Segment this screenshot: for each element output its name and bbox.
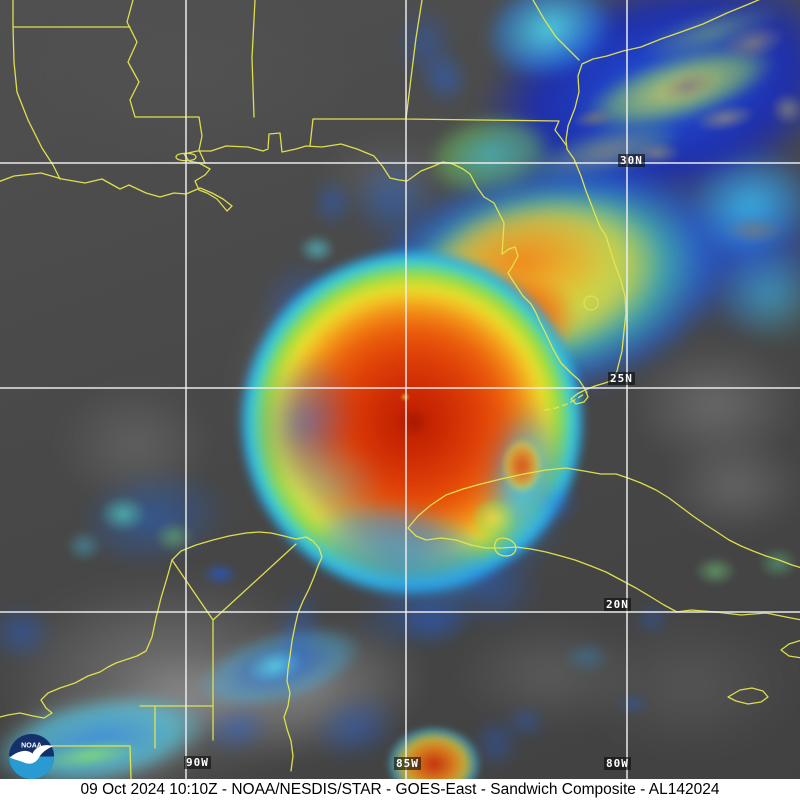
gridline-85w <box>405 0 407 779</box>
coastline-hispaniola <box>780 639 800 659</box>
lon-label-85w: 85W <box>394 757 421 770</box>
lake-okeechobee <box>583 295 599 311</box>
lon-label-80w: 80W <box>604 757 631 770</box>
florida-keys <box>544 391 588 411</box>
noaa-bird-icon <box>9 745 54 764</box>
caption-bar: 09 Oct 2024 10:10Z - NOAA/NESDIS/STAR - … <box>0 779 800 800</box>
lat-label-20n: 20N <box>604 598 631 611</box>
gridline-30n <box>0 162 800 164</box>
noaa-logo: NOAA <box>8 733 55 780</box>
gridline-90w <box>185 0 187 779</box>
gridline-20n <box>0 611 800 613</box>
noaa-logo-text: NOAA <box>21 743 42 750</box>
lon-label-90w: 90W <box>184 756 211 769</box>
lake-pontchartrain <box>175 152 197 162</box>
gridline-25n <box>0 387 800 389</box>
coastline-jamaica <box>727 687 769 705</box>
cloud-imagery-layer <box>0 0 800 779</box>
coastline-yucatan <box>0 531 323 772</box>
lat-label-30n: 30N <box>618 154 645 167</box>
mexico-state-borders <box>39 543 297 779</box>
coastlines-overlay <box>0 0 800 779</box>
coastline-us-gulf-atlantic <box>0 0 760 405</box>
lat-label-25n: 25N <box>608 372 635 385</box>
state-borders <box>12 0 580 180</box>
gridline-80w <box>626 0 628 779</box>
caption-text: 09 Oct 2024 10:10Z - NOAA/NESDIS/STAR - … <box>80 781 720 798</box>
